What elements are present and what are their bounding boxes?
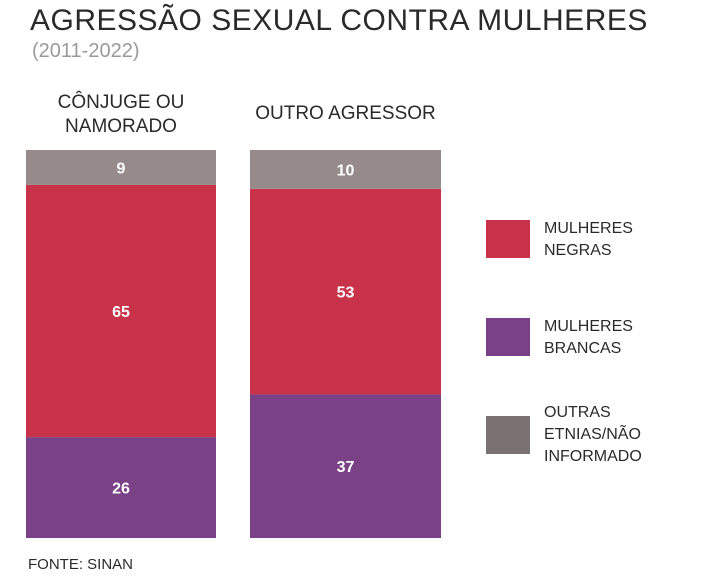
data-label-mulheres-negras-2: 53: [337, 285, 355, 302]
chart-title: AGRESSÃO SEXUAL CONTRA MULHERES: [30, 4, 648, 37]
data-label-mulheres-brancas-2: 37: [337, 459, 355, 476]
bar-segment-mulheres-brancas-2: [250, 394, 441, 538]
bar-segment-mulheres-negras-2: [250, 188, 441, 395]
data-label-outras-etnias-nao-informado-1: 9: [117, 160, 126, 177]
column-label-outro: OUTRO AGRESSOR: [255, 103, 436, 124]
data-label-mulheres-negras-1: 65: [112, 304, 130, 321]
legend-swatch-brancas: [486, 318, 530, 356]
legend-swatch-negras: [486, 220, 530, 258]
data-label-mulheres-brancas-1: 26: [112, 481, 130, 498]
column-label-conjuge: CÔNJUGE OU NAMORADO: [57, 92, 185, 137]
legend-label-negras: MULHERES NEGRAS: [544, 220, 633, 259]
chart-subtitle: (2011-2022): [32, 40, 140, 62]
source-note: FONTE: SINAN: [28, 556, 134, 573]
bar-segment-mulheres-negras-1: [26, 184, 216, 438]
legend-label-outras: OUTRAS ETNIAS/NÃO INFORMADO: [544, 404, 642, 465]
legend-label-brancas: MULHERES BRANCAS: [544, 318, 633, 357]
legend-swatch-outras: [486, 416, 530, 454]
bar-segment-outras-etnias-nao-informado-2: [250, 150, 441, 189]
bar-segment-mulheres-brancas-1: [26, 437, 216, 538]
data-label-outras-etnias-nao-informado-2: 10: [337, 162, 355, 179]
bar-segment-outras-etnias-nao-informado-1: [26, 150, 216, 185]
